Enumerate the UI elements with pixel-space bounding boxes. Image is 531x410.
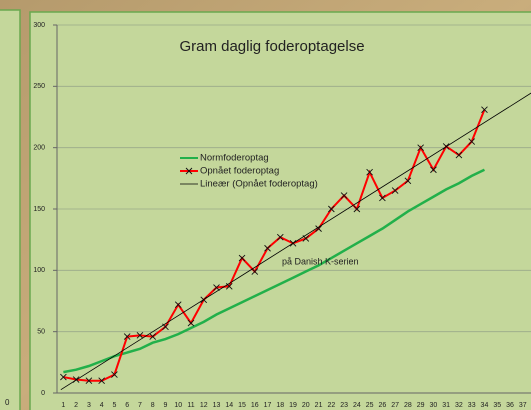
left-panel xyxy=(0,10,20,410)
x-tick-label: 35 xyxy=(493,402,501,409)
x-tick-label: 9 xyxy=(164,402,168,409)
x-tick-label: 15 xyxy=(238,402,246,409)
y-tick-label: 0 xyxy=(41,390,45,397)
x-tick-label: 26 xyxy=(378,402,386,409)
annotation: på Danish K-serien xyxy=(282,256,359,266)
x-tick-label: 22 xyxy=(327,402,335,409)
x-tick-label: 37 xyxy=(519,402,527,409)
x-tick-label: 18 xyxy=(276,402,284,409)
x-tick-label: 31 xyxy=(442,402,450,409)
y-tick-label: 100 xyxy=(33,267,45,274)
y-tick-label: 300 xyxy=(33,22,45,29)
x-tick-label: 17 xyxy=(264,402,272,409)
x-tick-label: 7 xyxy=(138,402,142,409)
page: {"partial_chart_axis_label": "0", "chart… xyxy=(0,0,531,410)
x-tick-label: 16 xyxy=(251,402,259,409)
x-tick-label: 19 xyxy=(289,402,297,409)
x-tick-label: 25 xyxy=(366,402,374,409)
x-tick-label: 34 xyxy=(481,402,489,409)
chart-panel xyxy=(30,12,531,410)
chart-title: Gram daglig foderoptagelse xyxy=(179,38,364,55)
x-tick-label: 28 xyxy=(404,402,412,409)
x-tick-label: 36 xyxy=(506,402,514,409)
screenshot: 0 05010015020025030012345678910111213141… xyxy=(0,0,531,410)
x-tick-label: 29 xyxy=(417,402,425,409)
y-tick-label: 200 xyxy=(33,145,45,152)
partial-axis-label: 0 xyxy=(5,398,10,407)
x-tick-label: 6 xyxy=(125,402,129,409)
legend-label: Lineær (Opnået foderoptag) xyxy=(200,179,318,190)
x-tick-label: 32 xyxy=(455,402,463,409)
x-tick-label: 20 xyxy=(302,402,310,409)
legend-label: Opnået foderoptag xyxy=(200,166,279,177)
x-tick-label: 4 xyxy=(100,402,104,409)
x-tick-label: 2 xyxy=(74,402,78,409)
x-tick-label: 30 xyxy=(430,402,438,409)
x-tick-label: 27 xyxy=(391,402,399,409)
x-tick-label: 5 xyxy=(112,402,116,409)
x-tick-label: 10 xyxy=(174,402,182,409)
y-tick-label: 150 xyxy=(33,206,45,213)
x-tick-label: 1 xyxy=(61,402,65,409)
y-tick-label: 50 xyxy=(37,329,45,336)
x-tick-label: 33 xyxy=(468,402,476,409)
x-tick-label: 14 xyxy=(225,402,233,409)
x-tick-label: 23 xyxy=(340,402,348,409)
x-tick-label: 13 xyxy=(213,402,221,409)
y-tick-label: 250 xyxy=(33,83,45,90)
x-tick-label: 8 xyxy=(151,402,155,409)
x-tick-label: 3 xyxy=(87,402,91,409)
x-tick-label: 21 xyxy=(315,402,323,409)
x-tick-label: 12 xyxy=(200,402,208,409)
x-tick-label: 11 xyxy=(187,402,194,409)
legend-label: Normfoderoptag xyxy=(200,153,269,164)
x-tick-label: 24 xyxy=(353,402,361,409)
